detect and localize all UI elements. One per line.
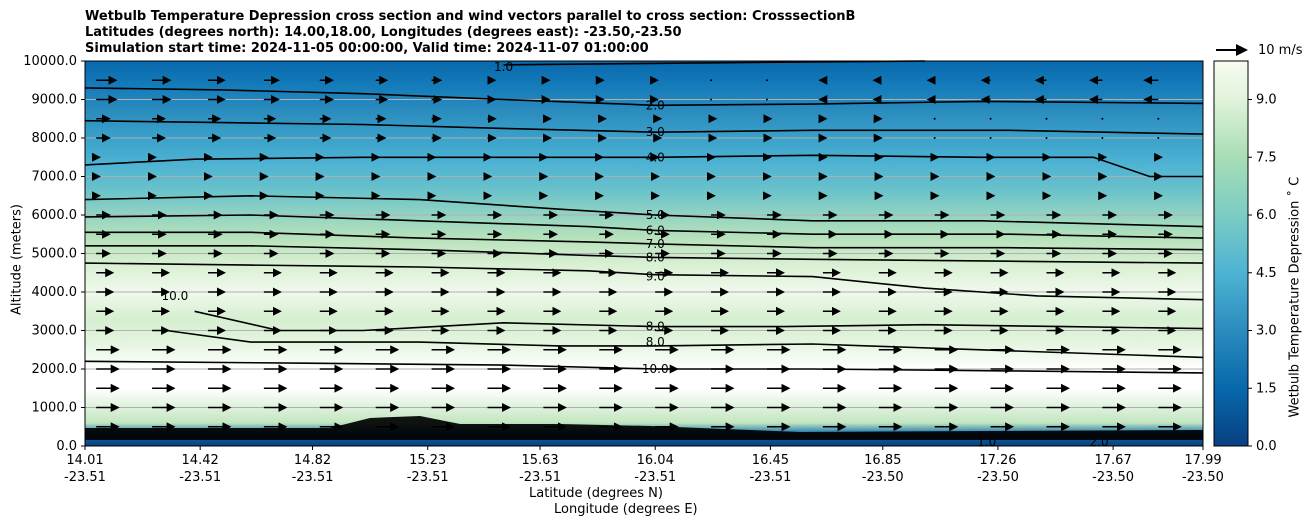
colorbar-tick-label: 6.0 xyxy=(1256,208,1277,223)
wind-vector xyxy=(1101,117,1104,120)
x-tick-label-lat: 17.99 xyxy=(1184,453,1221,468)
contour-line xyxy=(84,262,1204,301)
x-tick-label-lat: 16.85 xyxy=(864,453,901,468)
colorbar-label: Wetbulb Temperature Depression ˚ C xyxy=(1287,176,1303,418)
y-tick-label: 6000.0 xyxy=(32,208,78,223)
x-axis-label-lon: Longitude (degrees E) xyxy=(554,502,698,517)
contour-label: 2.0 xyxy=(646,98,665,112)
contour-lines xyxy=(84,60,1204,374)
x-tick-label-lat: 15.63 xyxy=(521,453,558,468)
wind-vector xyxy=(1101,137,1104,139)
contour-label: 8.0 xyxy=(646,320,665,334)
contour-label: 10.0 xyxy=(642,362,669,376)
contour-line xyxy=(84,360,1204,374)
low-level-black-band xyxy=(85,416,1203,440)
colorbar-tick-label: 1.5 xyxy=(1256,381,1277,396)
contour-label: 5.0 xyxy=(646,208,665,222)
contour-label: 3.0 xyxy=(646,125,665,139)
colorbar-tick-label: 4.5 xyxy=(1256,266,1277,281)
x-tick-label-lat: 15.23 xyxy=(409,453,446,468)
contour-line xyxy=(84,119,1204,135)
x-tick-label-lat: 16.04 xyxy=(637,453,674,468)
colorbar-tick-label: 7.5 xyxy=(1256,150,1277,165)
x-tick-label-lon: -23.50 xyxy=(977,470,1019,485)
contour-line xyxy=(84,214,1204,239)
x-tick-label-lat: 14.42 xyxy=(182,453,219,468)
contour-line xyxy=(166,329,1204,359)
x-tick-label-lon: -23.51 xyxy=(64,470,106,485)
y-tick-label: 3000.0 xyxy=(32,324,78,339)
y-tick-label: 5000.0 xyxy=(32,247,78,262)
wind-vector xyxy=(765,98,768,101)
x-tick-label-lon: -23.51 xyxy=(292,470,334,485)
wind-vector xyxy=(989,117,992,120)
y-tick-label: 8000.0 xyxy=(32,131,78,146)
contour-line xyxy=(84,194,1204,228)
colorbar-tick-label: 0.0 xyxy=(1256,439,1277,454)
colorbar-tick-label: 9.0 xyxy=(1256,93,1277,108)
quiver-key-label: 10 m/s xyxy=(1258,43,1303,58)
chart-title-line-3: Simulation start time: 2024-11-05 00:00:… xyxy=(85,41,649,56)
contour-line xyxy=(84,154,1203,178)
wind-vector xyxy=(710,79,713,82)
x-tick-label-lon: -23.50 xyxy=(862,470,904,485)
x-tick-label-lon: -23.51 xyxy=(407,470,449,485)
contour-label: 8.0 xyxy=(646,250,665,264)
chart-title-line-2: Latitudes (degrees north): 14.00,18.00, … xyxy=(85,25,682,40)
y-tick-label: 10000.0 xyxy=(23,54,77,69)
wind-vector xyxy=(933,137,936,139)
x-tick-label-lon: -23.50 xyxy=(1092,470,1134,485)
contour-label: 8.0 xyxy=(646,335,665,349)
wind-vector xyxy=(765,79,768,82)
contour-label: 7.0 xyxy=(646,237,665,251)
x-axis: 14.01 -23.51 14.42 -23.51 14.82 -23.51 15.23 -2… xyxy=(64,446,1224,485)
wind-vector xyxy=(1157,137,1160,139)
contour-label: 6.0 xyxy=(646,223,665,237)
x-tick-label-lon: -23.51 xyxy=(179,470,221,485)
contour-line xyxy=(84,87,1204,107)
contour-line xyxy=(503,60,925,66)
y-tick-label: 9000.0 xyxy=(32,93,78,108)
colorbar xyxy=(1213,60,1249,447)
y-tick-label: 4000.0 xyxy=(32,285,78,300)
x-axis-label-lat: Latitude (degrees N) xyxy=(529,486,663,501)
x-tick-label-lat: 14.82 xyxy=(294,453,331,468)
wind-vector xyxy=(1045,137,1048,139)
y-tick-label: 2000.0 xyxy=(32,362,78,377)
x-tick-label-lat: 14.01 xyxy=(66,453,103,468)
contour-line xyxy=(194,310,1204,332)
y-tick-label: 1000.0 xyxy=(32,401,78,416)
y-tick-label: 0.0 xyxy=(56,439,77,454)
x-tick-label-lat: 16.45 xyxy=(752,453,789,468)
contour-label: 10.0 xyxy=(162,289,189,303)
colorbar-tick-label: 3.0 xyxy=(1256,324,1277,339)
x-tick-label-lon: -23.51 xyxy=(634,470,676,485)
y-tick-label: 7000.0 xyxy=(32,170,78,185)
y-axis: 0.0 1000.0 2000.0 3000.0 4000.0 5000.0 6000.0 7… xyxy=(23,54,85,454)
contour-label: 4.0 xyxy=(646,150,665,164)
wind-vector xyxy=(1157,117,1160,120)
x-tick-label-lat: 17.67 xyxy=(1095,453,1132,468)
wind-vector xyxy=(989,137,992,139)
contour-label: 1.0 xyxy=(494,60,513,74)
x-tick-label-lon: -23.51 xyxy=(749,470,791,485)
contour-line xyxy=(85,231,1204,251)
chart-title-line-1: Wetbulb Temperature Depression cross sec… xyxy=(85,9,856,24)
x-tick-label-lon: -23.51 xyxy=(519,470,561,485)
contour-label: 9.0 xyxy=(646,270,665,284)
x-tick-label-lon: -23.50 xyxy=(1182,470,1224,485)
colorbar-ticks: 0.0 1.5 3.0 4.5 6.0 7.5 9.0 xyxy=(1248,93,1277,454)
wind-vectors xyxy=(91,75,1182,432)
x-tick-label-lat: 17.26 xyxy=(979,453,1016,468)
wind-vector xyxy=(710,98,713,101)
wind-vector xyxy=(1045,117,1048,120)
y-axis-label: Altitude (meters) xyxy=(9,204,25,315)
wind-vector xyxy=(933,117,936,120)
contour-line xyxy=(85,245,1204,264)
